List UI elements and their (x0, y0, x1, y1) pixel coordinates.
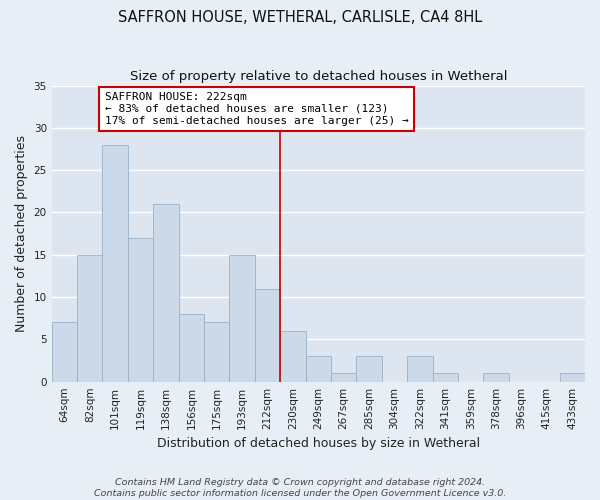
Bar (204, 322, 229, 382)
Text: SAFFRON HOUSE, WETHERAL, CARLISLE, CA4 8HL: SAFFRON HOUSE, WETHERAL, CARLISLE, CA4 8… (118, 10, 482, 25)
Bar (128, 238, 153, 382)
Bar (77, 255, 103, 382)
Bar (433, 373, 458, 382)
Bar (255, 288, 280, 382)
Bar (179, 314, 204, 382)
Title: Size of property relative to detached houses in Wetheral: Size of property relative to detached ho… (130, 70, 507, 83)
Bar (331, 373, 356, 382)
Bar (52, 322, 77, 382)
Bar (484, 373, 509, 382)
Text: SAFFRON HOUSE: 222sqm
← 83% of detached houses are smaller (123)
17% of semi-det: SAFFRON HOUSE: 222sqm ← 83% of detached … (105, 92, 409, 126)
Bar (103, 145, 128, 382)
Text: Contains HM Land Registry data © Crown copyright and database right 2024.
Contai: Contains HM Land Registry data © Crown c… (94, 478, 506, 498)
Bar (356, 356, 382, 382)
Bar (229, 255, 255, 382)
Bar (560, 373, 585, 382)
Bar (153, 204, 179, 382)
Y-axis label: Number of detached properties: Number of detached properties (15, 135, 28, 332)
Bar (280, 331, 305, 382)
Bar (305, 356, 331, 382)
Bar (407, 356, 433, 382)
X-axis label: Distribution of detached houses by size in Wetheral: Distribution of detached houses by size … (157, 437, 480, 450)
